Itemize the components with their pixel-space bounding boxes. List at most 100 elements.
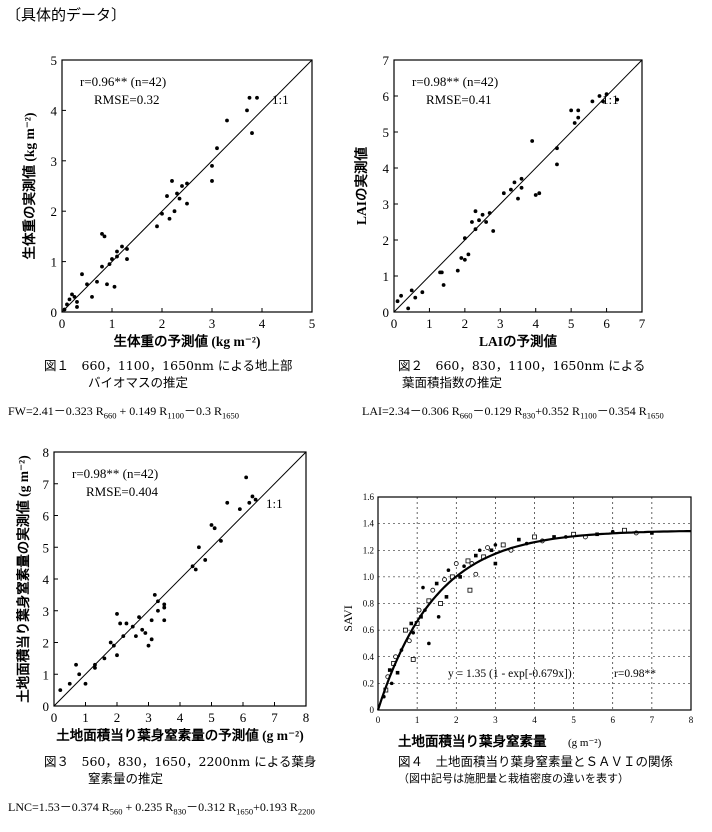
c1-point	[175, 191, 179, 196]
c4-ytick-label-6: 1.2	[363, 545, 374, 555]
c2-xtick-label-6: 6	[603, 316, 610, 331]
c3-point	[212, 526, 217, 531]
fig4-caption-line2: （図中記号は施肥量と栽植密度の違いを表す）	[398, 772, 629, 785]
c1-point	[70, 292, 74, 297]
c4-point	[485, 545, 490, 550]
c4-ylabel: SAVI	[341, 605, 355, 631]
c3-point	[244, 475, 249, 480]
c3-point	[247, 500, 252, 505]
c4-point	[411, 630, 416, 635]
fig1-caption-line1: 図１ 660，1100，1650nm による地上部	[44, 358, 293, 373]
c1-point	[180, 184, 184, 188]
c1-point	[185, 201, 189, 206]
c4-xlabel: 土地面積当り葉身窒素量	[398, 733, 547, 749]
c2-ytick-label-0: 0	[383, 305, 390, 320]
c3-point	[130, 624, 135, 629]
c4-ytick-label-3: 0.6	[363, 625, 375, 635]
c1-point	[172, 209, 177, 214]
c4-point	[421, 585, 425, 590]
c2-xtick-label-4: 4	[532, 316, 539, 331]
c3-xlabel: 土地面積当り葉身窒素量の予測値 (g m⁻²)	[56, 727, 303, 743]
c2-xtick-label-2: 2	[462, 316, 469, 331]
c3-point	[162, 618, 167, 623]
c2-point	[406, 306, 411, 311]
c1-xtick-label-1: 1	[109, 316, 116, 331]
c3-rmse-label: RMSE=0.404	[86, 484, 158, 499]
c4-point	[650, 531, 654, 535]
c3-ytick-label-4: 4	[43, 572, 50, 587]
c1-point	[245, 108, 249, 113]
c3-ytick-label-3: 3	[43, 604, 50, 619]
c2-point	[491, 229, 496, 233]
c2-point	[576, 115, 581, 120]
c1-ytick-label-1: 1	[51, 255, 58, 270]
c1-one-to-one-line	[61, 59, 313, 313]
c2-point	[462, 257, 467, 262]
c4-point	[430, 587, 436, 593]
c1-r-label: r=0.96** (n=42)	[80, 74, 166, 89]
c4-ytick-label-1: 0.2	[363, 678, 374, 688]
c4-xtick-label-7: 7	[650, 715, 655, 725]
c1-point	[177, 196, 182, 201]
c4-point	[409, 621, 414, 626]
c3-point	[149, 618, 154, 623]
c2-point	[470, 220, 474, 224]
c2-point	[413, 295, 418, 300]
c4-point	[462, 564, 466, 569]
fig2-formula: LAI=2.34－0.306 R660－0.129 R830+0.352 R11…	[362, 404, 664, 421]
c3-point	[121, 634, 126, 639]
c4-point	[387, 668, 392, 672]
c2-rmse-label: RMSE=0.41	[426, 92, 491, 107]
c2-ytick-label-5: 5	[383, 125, 390, 140]
c2-point	[576, 108, 581, 113]
c1-ylabel: 生体重の実測値 (kg m⁻²)	[21, 113, 37, 260]
c3-xtick-label-6: 6	[240, 710, 247, 725]
c1-xtick-label-0: 0	[59, 316, 66, 331]
c3-r-label: r=0.98** (n=42)	[72, 466, 158, 481]
c3-xtick-label-1: 1	[82, 710, 89, 725]
c4-frame	[377, 496, 692, 711]
c3-ytick-label-1: 1	[43, 667, 50, 682]
c3-point	[237, 507, 242, 512]
c1-point	[155, 224, 159, 229]
c4-ytick-label-5: 1.0	[363, 572, 375, 582]
c1-xtick-label-5: 5	[309, 316, 316, 331]
c3-point	[124, 621, 129, 626]
c3-ylabel: 土地面積当り葉身窒素量の実測値 (g m⁻²)	[15, 455, 31, 702]
c3-point	[193, 567, 198, 572]
c4-xtick-label-1: 1	[415, 715, 420, 725]
c1-point	[125, 247, 129, 251]
c1-point	[75, 300, 79, 304]
fig3-caption-line1: 図３ 560，830，1650，2200nm による葉身	[44, 754, 317, 769]
c2-one-to-one-line	[393, 59, 643, 313]
c1-point	[165, 194, 169, 198]
c4-point	[416, 607, 422, 613]
c1-point	[100, 231, 104, 236]
fig4-caption: 図４ 土地面積当り葉身窒素量とＳＡＶＩの関係 （図中記号は施肥量と栽植密度の違い…	[398, 753, 673, 787]
c2-r-label: r=0.98** (n=42)	[412, 74, 498, 89]
c1-point	[160, 211, 164, 216]
c1-xtick-label-4: 4	[259, 316, 266, 331]
c4-point	[493, 543, 498, 547]
c1-ytick-label-5: 5	[51, 53, 58, 68]
c1-point	[250, 131, 254, 135]
c2-ytick-label-3: 3	[383, 197, 390, 212]
c3-point	[67, 681, 72, 686]
c3-xtick-label-0: 0	[51, 710, 58, 725]
c4-point	[436, 615, 441, 619]
c3-point	[190, 564, 195, 569]
c1-point	[75, 305, 79, 309]
c1-xtick-label-2: 2	[159, 316, 166, 331]
c3-point	[137, 615, 141, 619]
c3-point	[111, 643, 116, 648]
c4-ytick-label-2: 0.4	[363, 652, 375, 662]
c1-point	[65, 302, 69, 307]
c3-point	[102, 656, 107, 661]
c3-point	[83, 681, 88, 686]
c2-point	[487, 211, 492, 215]
c4-point	[477, 548, 482, 553]
c3-point	[219, 539, 223, 543]
c1-point	[90, 294, 94, 299]
c2-point	[597, 94, 602, 98]
